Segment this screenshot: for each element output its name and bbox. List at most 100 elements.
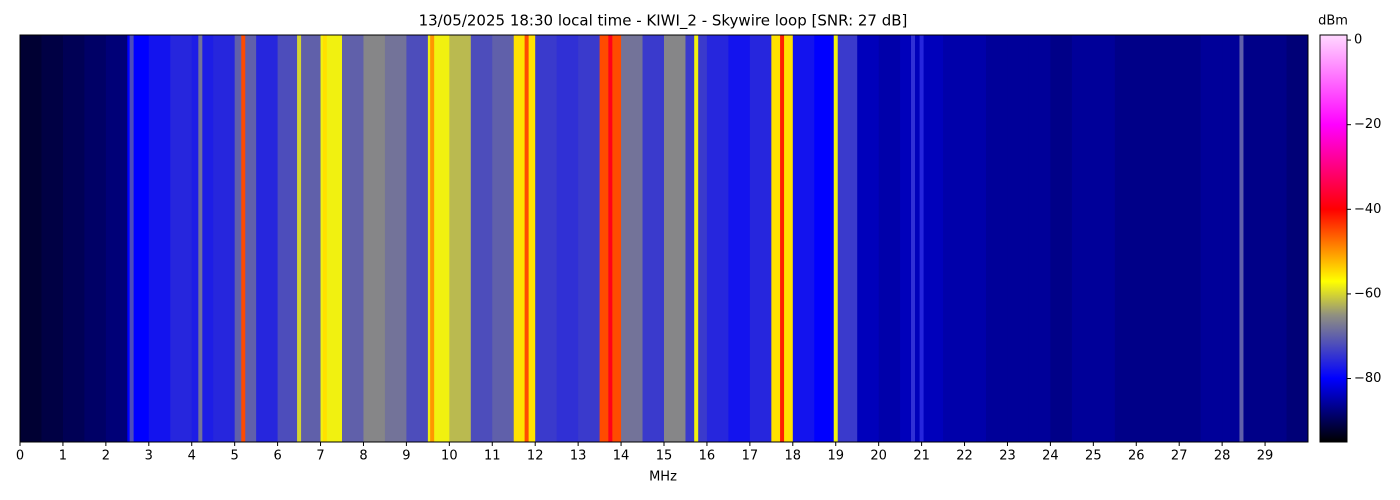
x-tick-label: 10 bbox=[441, 449, 458, 464]
carrier-line bbox=[524, 35, 529, 442]
spectrum-band bbox=[105, 35, 128, 442]
spectrum-band bbox=[1050, 35, 1073, 442]
x-tick-label: 2 bbox=[102, 449, 110, 464]
spectrum-band bbox=[1157, 35, 1180, 442]
spectrum-band bbox=[470, 35, 493, 442]
spectrum-band bbox=[556, 35, 579, 442]
x-tick-label: 23 bbox=[999, 449, 1016, 464]
carrier-line bbox=[919, 35, 924, 442]
carrier-line bbox=[430, 35, 435, 442]
spectrum-band bbox=[878, 35, 901, 442]
colorbar-tick-label: −60 bbox=[1354, 286, 1381, 301]
x-tick-label: 1 bbox=[59, 449, 67, 464]
carrier-line bbox=[694, 35, 699, 442]
spectrum-band bbox=[1200, 35, 1223, 442]
spectrum-band bbox=[642, 35, 665, 442]
spectrum-band bbox=[20, 35, 42, 442]
carrier-line bbox=[129, 35, 134, 442]
spectrum-band bbox=[706, 35, 729, 442]
x-tick-label: 25 bbox=[1085, 449, 1102, 464]
colorbar-label: dBm bbox=[1318, 14, 1348, 29]
spectrum-band bbox=[277, 35, 300, 442]
x-tick-label: 26 bbox=[1128, 449, 1145, 464]
chart-title: 13/05/2025 18:30 local time - KIWI_2 - S… bbox=[419, 12, 908, 31]
x-tick-label: 5 bbox=[231, 449, 239, 464]
spectrum-band bbox=[621, 35, 644, 442]
spectrum-band bbox=[492, 35, 515, 442]
spectrum-band bbox=[1028, 35, 1051, 442]
x-tick-label: 9 bbox=[402, 449, 410, 464]
spectrum-band bbox=[792, 35, 815, 442]
spectrum-band bbox=[84, 35, 107, 442]
spectrum-band bbox=[191, 35, 214, 442]
spectrum-band bbox=[857, 35, 880, 442]
spectrum-band bbox=[1093, 35, 1116, 442]
spectrum-band bbox=[1114, 35, 1137, 442]
spectrum-band bbox=[234, 35, 257, 442]
spectrum-band bbox=[170, 35, 193, 442]
x-tick-label: 0 bbox=[16, 449, 24, 464]
spectrum-band bbox=[1071, 35, 1094, 442]
x-tick-label: 8 bbox=[359, 449, 367, 464]
colorbar-tick-label: −40 bbox=[1354, 202, 1381, 217]
spectrum-band bbox=[256, 35, 279, 442]
carrier-line bbox=[911, 35, 916, 442]
spectrum-band bbox=[664, 35, 686, 442]
spectrum-band bbox=[449, 35, 472, 442]
spectrum-band bbox=[406, 35, 429, 442]
spectrum-band bbox=[835, 35, 858, 442]
x-tick-label: 21 bbox=[913, 449, 930, 464]
carrier-line bbox=[833, 35, 838, 442]
x-tick-label: 3 bbox=[145, 449, 153, 464]
carrier-line bbox=[198, 35, 203, 442]
spectrum-band bbox=[1222, 35, 1245, 442]
spectrum-band bbox=[1265, 35, 1288, 442]
x-tick-label: 15 bbox=[656, 449, 673, 464]
carrier-line bbox=[241, 35, 246, 442]
x-tick-label: 16 bbox=[699, 449, 716, 464]
spectrum-band bbox=[749, 35, 772, 442]
x-tick-label: 6 bbox=[273, 449, 281, 464]
spectrum-band bbox=[728, 35, 751, 442]
spectrum-band bbox=[213, 35, 236, 442]
spectrum-band bbox=[921, 35, 944, 442]
spectrum-band bbox=[148, 35, 171, 442]
x-tick-label: 24 bbox=[1042, 449, 1059, 464]
x-axis-label: MHz bbox=[649, 470, 677, 485]
x-tick-label: 7 bbox=[316, 449, 324, 464]
spectrum-band bbox=[814, 35, 837, 442]
x-tick-label: 14 bbox=[613, 449, 630, 464]
spectrum-band bbox=[1286, 35, 1309, 442]
x-tick-label: 22 bbox=[956, 449, 973, 464]
spectrum-band bbox=[1007, 35, 1030, 442]
spectrum-band bbox=[1179, 35, 1202, 442]
colorbar-tick-label: 0 bbox=[1354, 33, 1362, 48]
spectrum-band bbox=[943, 35, 966, 442]
carrier-line bbox=[780, 35, 785, 442]
spectrum-band bbox=[384, 35, 407, 442]
colorbar-tick-label: −80 bbox=[1354, 371, 1381, 386]
colorbar-tick-label: −20 bbox=[1354, 117, 1381, 132]
spectrum-band bbox=[535, 35, 558, 442]
spectrum-band bbox=[363, 35, 386, 442]
x-tick-label: 19 bbox=[827, 449, 844, 464]
x-tick-label: 27 bbox=[1171, 449, 1188, 464]
x-tick-label: 13 bbox=[570, 449, 587, 464]
x-tick-label: 11 bbox=[484, 449, 501, 464]
carrier-line bbox=[322, 35, 327, 442]
spectrum-band bbox=[1136, 35, 1159, 442]
carrier-line bbox=[608, 35, 613, 442]
x-tick-label: 29 bbox=[1257, 449, 1274, 464]
spectrum-band bbox=[299, 35, 322, 442]
carrier-line bbox=[297, 35, 302, 442]
spectrum-band bbox=[1243, 35, 1266, 442]
x-tick-label: 4 bbox=[188, 449, 196, 464]
spectrum-band bbox=[62, 35, 85, 442]
carrier-line bbox=[1239, 35, 1244, 442]
x-tick-label: 20 bbox=[870, 449, 887, 464]
x-tick-label: 12 bbox=[527, 449, 544, 464]
spectrum-band bbox=[578, 35, 601, 442]
spectrum-band bbox=[342, 35, 364, 442]
x-tick-label: 28 bbox=[1214, 449, 1231, 464]
